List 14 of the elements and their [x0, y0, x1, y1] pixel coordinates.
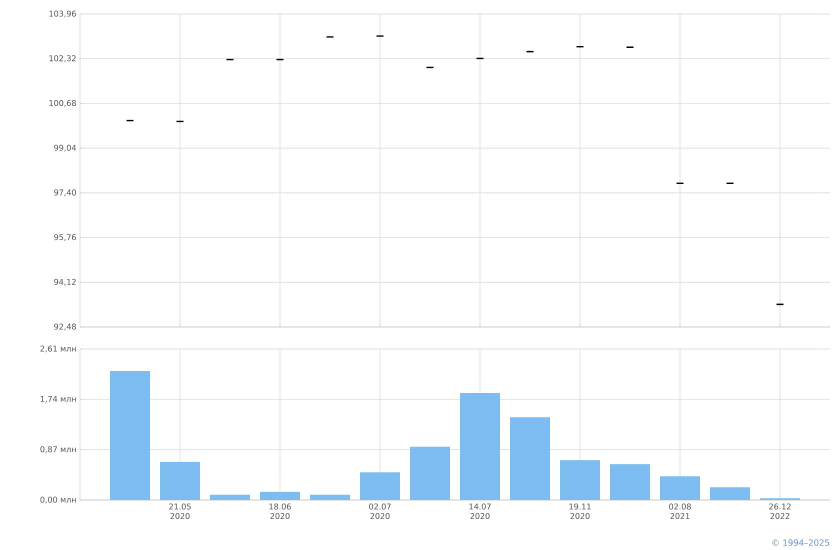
- bar: [610, 464, 650, 500]
- bar: [560, 460, 600, 500]
- bar: [660, 476, 700, 500]
- bar: [510, 417, 550, 500]
- bar: [310, 494, 350, 500]
- bar: [710, 487, 750, 500]
- bar: [410, 446, 450, 500]
- text: © 1994–2025: [772, 539, 830, 546]
- bar: [260, 492, 300, 500]
- bar: [110, 370, 150, 500]
- bar: [360, 472, 400, 500]
- bar: [460, 392, 500, 500]
- bar: [160, 462, 200, 500]
- bar: [210, 494, 250, 500]
